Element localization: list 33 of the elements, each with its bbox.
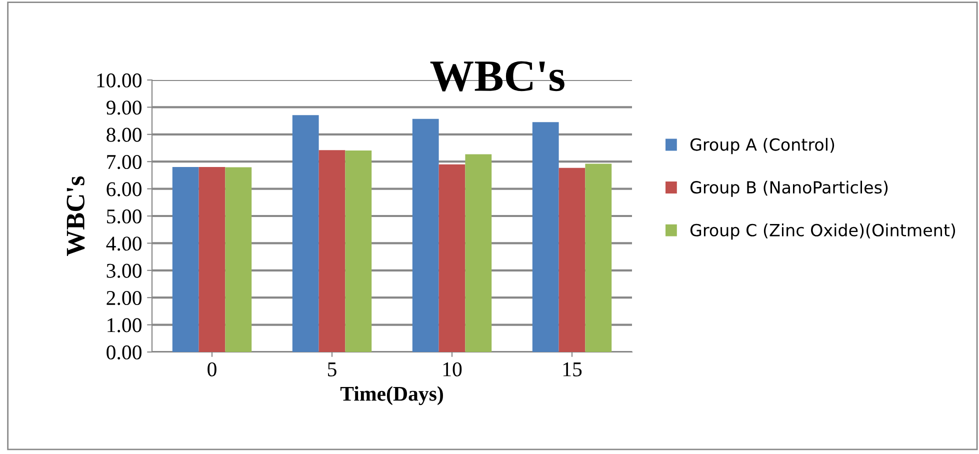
x-tick-label: 5 xyxy=(328,362,336,376)
bar xyxy=(412,118,439,352)
y-tick-label: 0.00 xyxy=(106,345,142,360)
x-axis-title: Time(Days) xyxy=(340,386,443,406)
chart-title: WBC's xyxy=(430,61,564,92)
legend-label: Group B (NanoParticles) xyxy=(690,180,888,197)
bar xyxy=(532,122,559,352)
x-tick-label: 10 xyxy=(443,362,462,376)
y-tick-label: 1.00 xyxy=(108,318,142,332)
legend-label: Group A (Control) xyxy=(690,138,834,154)
y-axis-title: WBC's xyxy=(66,176,85,256)
y-tick-label: 6.00 xyxy=(106,182,142,196)
y-tick-label: 10.00 xyxy=(97,73,142,88)
y-tick-label: 9.00 xyxy=(106,100,142,115)
bar xyxy=(225,167,252,352)
y-tick-label: 3.00 xyxy=(106,264,142,278)
bar xyxy=(558,168,586,352)
bar xyxy=(198,167,226,352)
bar xyxy=(172,167,199,352)
x-tick-label: 15 xyxy=(563,362,582,376)
legend-label: Group C (Zinc Oxide)(Ointment) xyxy=(690,224,956,240)
bar xyxy=(438,164,466,352)
bar xyxy=(345,150,372,352)
y-tick-label: 4.00 xyxy=(106,236,142,251)
bar xyxy=(292,115,319,352)
bar xyxy=(465,154,492,352)
bar xyxy=(318,150,346,352)
y-tick-label: 5.00 xyxy=(107,209,142,224)
y-tick-label: 7.00 xyxy=(107,154,142,170)
y-tick-label: 2.00 xyxy=(106,290,142,306)
bar xyxy=(585,164,612,352)
x-tick-label: 0 xyxy=(208,362,216,376)
y-tick-label: 8.00 xyxy=(106,128,142,142)
